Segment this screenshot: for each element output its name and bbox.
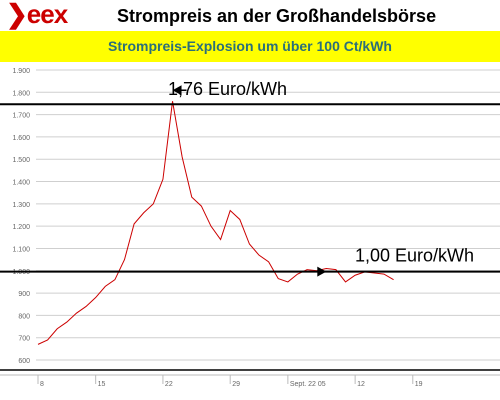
price-line	[37, 101, 394, 345]
eex-logo: ❯eex	[6, 0, 68, 29]
y-tick-label: 800	[18, 313, 30, 320]
y-tick-label: 1.900	[12, 68, 30, 75]
price-chart: 6007008009001.0001.1001.2001.3001.4001.5…	[0, 68, 500, 388]
y-tick-label: 1.200	[12, 224, 30, 231]
x-tick-label: 22	[165, 381, 173, 388]
x-tick-label: 29	[232, 381, 240, 388]
y-tick-label: 1.600	[12, 135, 30, 142]
y-tick-label: 1.400	[12, 180, 30, 187]
x-tick-label: 15	[98, 381, 106, 388]
headline-text: Strompreis-Explosion um über 100 Ct/kWh	[108, 38, 392, 54]
x-tick-label: 12	[357, 381, 365, 388]
header: ❯eex Strompreis an der Großhandelsbörse	[0, 0, 500, 30]
y-tick-label: 1.300	[12, 202, 30, 209]
x-tick-label: 19	[415, 381, 423, 388]
x-tick-label: Sept. 22 05	[290, 381, 326, 388]
y-tick-label: 1.700	[12, 113, 30, 120]
peak-price-label: 1,76 Euro/kWh	[168, 79, 287, 99]
reference-price-label: 1,00 Euro/kWh	[355, 246, 474, 266]
page-title: Strompreis an der Großhandelsbörse	[117, 6, 437, 26]
y-tick-label: 1.800	[12, 90, 30, 97]
reference-arrowhead	[317, 266, 327, 277]
y-tick-label: 1.100	[12, 246, 30, 253]
headline-banner: Strompreis-Explosion um über 100 Ct/kWh	[0, 31, 500, 62]
y-tick-label: 900	[18, 291, 30, 298]
y-tick-label: 700	[18, 336, 30, 343]
y-tick-label: 600	[18, 358, 30, 365]
y-tick-label: 1.500	[12, 157, 30, 164]
x-tick-label: 8	[40, 381, 44, 388]
